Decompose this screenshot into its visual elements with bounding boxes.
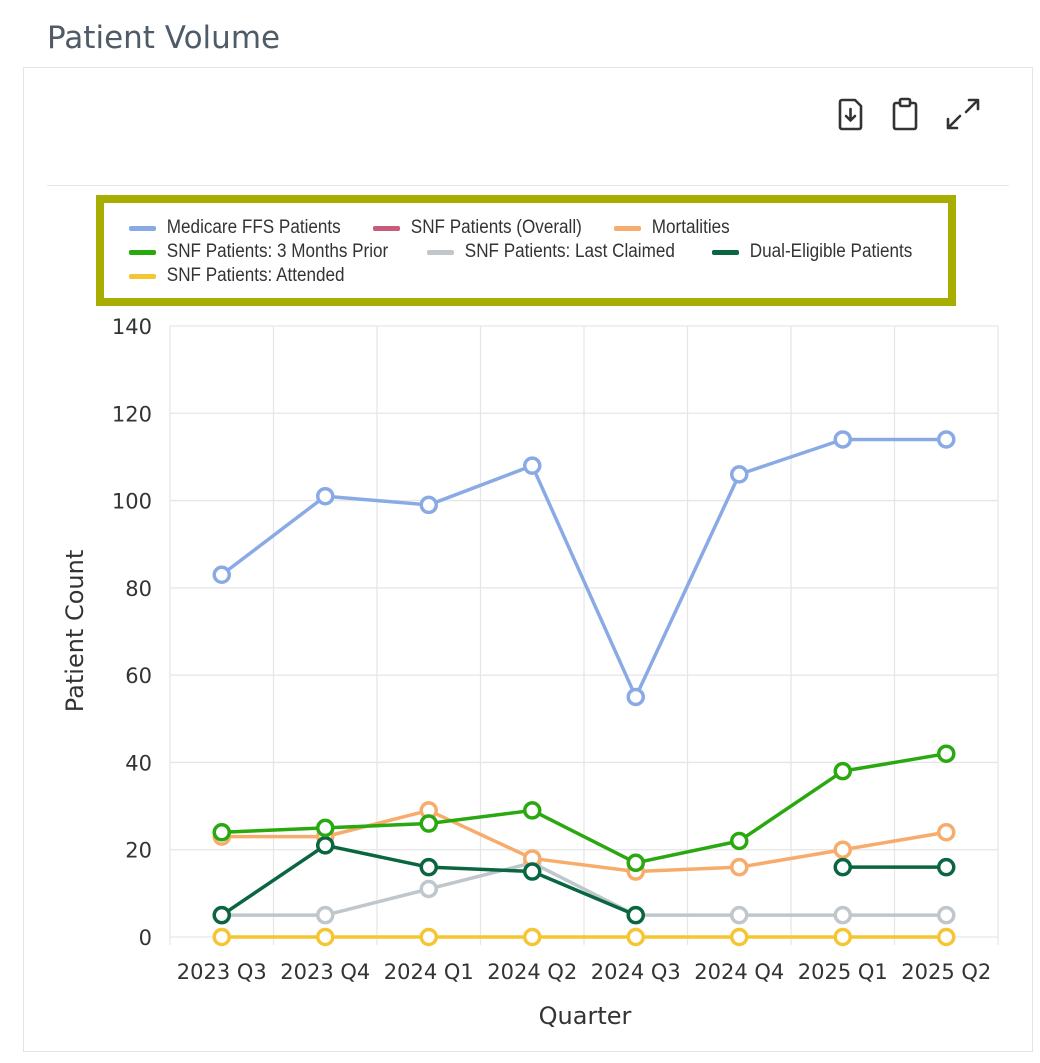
series-mortalities <box>212 801 956 881</box>
x-tick-label: 2024 Q1 <box>384 960 474 984</box>
data-point[interactable] <box>523 862 542 881</box>
data-point[interactable] <box>212 823 231 842</box>
data-point[interactable] <box>730 905 749 925</box>
legend-item-snf-attended[interactable]: SNF Patients: Attended <box>129 265 345 287</box>
y-tick-label: 80 <box>125 577 152 601</box>
x-tick-label: 2024 Q2 <box>487 960 577 984</box>
data-point[interactable] <box>937 905 956 925</box>
legend-label: SNF Patients: Last Claimed <box>464 241 675 262</box>
legend-swatch <box>712 249 739 255</box>
y-axis-ticks: 0 20 40 60 80 100 120 140 <box>112 315 152 950</box>
x-axis-title: Quarter <box>539 1002 632 1030</box>
legend-label: SNF Patients: 3 Months Prior <box>166 241 389 262</box>
data-point[interactable] <box>316 818 335 838</box>
data-point[interactable] <box>626 905 645 925</box>
clipboard-icon[interactable] <box>888 96 922 132</box>
data-point[interactable] <box>419 857 438 877</box>
data-point[interactable] <box>419 495 438 515</box>
data-point[interactable] <box>833 430 852 449</box>
x-tick-label: 2024 Q3 <box>591 960 681 984</box>
legend-item-medicare-ffs[interactable]: Medicare FFS Patients <box>129 217 341 239</box>
legend-item-snf-last-claimed[interactable]: SNF Patients: Last Claimed <box>427 241 675 263</box>
data-point[interactable] <box>212 927 231 947</box>
legend-swatch <box>129 225 156 231</box>
data-point[interactable] <box>316 905 335 925</box>
data-point[interactable] <box>419 927 438 947</box>
legend-label: Medicare FFS Patients <box>166 217 341 238</box>
series-line <box>221 861 947 917</box>
data-point[interactable] <box>833 840 852 859</box>
data-point[interactable] <box>212 905 231 925</box>
legend-item-mortalities[interactable]: Mortalities <box>614 217 730 239</box>
series-medicare-ffs-patients <box>212 430 956 707</box>
x-tick-label: 2024 Q4 <box>694 960 784 984</box>
data-point[interactable] <box>833 927 852 947</box>
data-point[interactable] <box>730 927 749 947</box>
data-point[interactable] <box>316 486 335 506</box>
data-point[interactable] <box>523 801 542 820</box>
data-point[interactable] <box>937 744 956 763</box>
y-tick-label: 60 <box>125 664 152 688</box>
y-tick-label: 0 <box>139 926 152 950</box>
chart-series <box>212 430 956 947</box>
legend-item-snf-3-months-prior[interactable]: SNF Patients: 3 Months Prior <box>129 241 388 263</box>
data-point[interactable] <box>419 879 438 899</box>
y-tick-label: 140 <box>112 315 152 339</box>
data-point[interactable] <box>523 927 542 947</box>
download-icon[interactable] <box>834 96 868 132</box>
data-point[interactable] <box>833 761 852 781</box>
data-point[interactable] <box>523 456 542 475</box>
legend-swatch <box>614 225 641 231</box>
data-point[interactable] <box>626 853 645 873</box>
legend-swatch <box>129 249 156 255</box>
y-tick-label: 40 <box>125 751 152 775</box>
chart-grid <box>169 325 999 945</box>
legend-swatch <box>373 225 400 231</box>
data-point[interactable] <box>937 430 956 449</box>
legend-swatch <box>129 273 156 279</box>
data-point[interactable] <box>730 831 749 851</box>
series-dual-eligible-patients <box>212 836 956 925</box>
legend-label: Dual-Eligible Patients <box>749 241 913 262</box>
page-title: Patient Volume <box>47 20 281 56</box>
y-tick-label: 100 <box>112 490 152 514</box>
y-tick-label: 20 <box>125 839 152 863</box>
series-line <box>220 437 947 699</box>
legend-label: SNF Patients: Attended <box>166 265 345 286</box>
legend-item-dual-eligible[interactable]: Dual-Eligible Patients <box>712 241 912 263</box>
toolbar-divider <box>47 185 1009 186</box>
data-point[interactable] <box>316 927 335 947</box>
data-point[interactable] <box>937 927 956 947</box>
series-line <box>221 751 947 865</box>
data-point[interactable] <box>626 687 645 707</box>
legend-item-snf-overall[interactable]: SNF Patients (Overall) <box>373 217 582 239</box>
data-point[interactable] <box>419 814 438 833</box>
x-axis-ticks: 2023 Q3 2023 Q4 2024 Q1 2024 Q2 2024 Q3 2024 … <box>177 960 992 984</box>
series-line <box>221 808 947 874</box>
data-point[interactable] <box>937 823 956 842</box>
y-axis-title: Patient Count <box>61 550 89 712</box>
data-point[interactable] <box>212 565 231 585</box>
expand-icon[interactable] <box>944 96 980 132</box>
legend-label: SNF Patients (Overall) <box>410 217 582 238</box>
data-point[interactable] <box>316 836 335 855</box>
series-snf-patients-3-months-prior <box>212 744 956 873</box>
data-point[interactable] <box>937 857 956 877</box>
legend-swatch <box>427 249 454 255</box>
x-tick-label: 2025 Q1 <box>798 960 888 984</box>
x-tick-label: 2023 Q4 <box>280 960 370 984</box>
chart-legend: Medicare FFS Patients SNF Patients (Over… <box>96 195 956 306</box>
x-tick-label: 2025 Q2 <box>901 960 991 984</box>
data-point[interactable] <box>626 927 645 947</box>
legend-label: Mortalities <box>651 217 730 238</box>
y-tick-label: 120 <box>112 402 152 426</box>
data-point[interactable] <box>730 857 749 877</box>
data-point[interactable] <box>730 465 749 484</box>
data-point[interactable] <box>833 905 852 925</box>
x-tick-label: 2023 Q3 <box>177 960 267 984</box>
data-point[interactable] <box>833 857 852 877</box>
series-snf-patients-attended <box>212 927 956 947</box>
